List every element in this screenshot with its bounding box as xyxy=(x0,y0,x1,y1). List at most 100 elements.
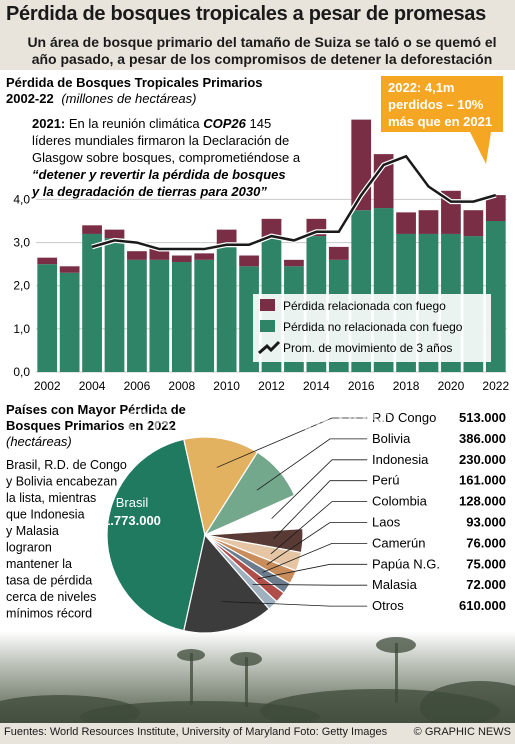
y-tick-label: 3,0 xyxy=(13,236,30,250)
bar-fire-2005 xyxy=(104,229,125,239)
bar-fire-2011 xyxy=(239,255,259,267)
pie-leader-line xyxy=(256,438,368,491)
bar-nonfire-2002 xyxy=(37,264,58,372)
legend-swatch-nonfire xyxy=(260,320,275,332)
callout-box xyxy=(381,76,503,164)
page-subtitle: Un área de bosque primario del tamaño de… xyxy=(22,34,502,68)
pie-legend-row-bg xyxy=(367,553,505,572)
pie-legend-label: Otros xyxy=(372,598,404,613)
annotation-text-1: En la reunión climática xyxy=(65,116,203,131)
pie-description-line: mínimos récord xyxy=(6,607,92,621)
x-tick-label: 2012 xyxy=(258,379,285,393)
bar-nonfire-2009 xyxy=(194,259,215,372)
annotation-event: COP26 xyxy=(203,116,246,131)
x-tick-label: 2022 xyxy=(482,379,509,393)
annotation-quote-2: y la degradación de tierras para 2030” xyxy=(31,184,267,199)
annotation-line-2: líderes mundiales firmaron la Declaració… xyxy=(32,133,289,148)
y-tick-label: 2,0 xyxy=(13,279,30,293)
legend-swatch-avg xyxy=(258,340,281,355)
bar-chart-unit: (millones de hectáreas) xyxy=(61,91,196,106)
pie-legend-label: Camerún xyxy=(372,535,425,550)
footer: Fuentes: World Resources Institute, Univ… xyxy=(4,726,511,738)
bar-fire-2013 xyxy=(284,259,304,267)
pie-leader-line xyxy=(252,583,368,586)
pie-legend-label: Indonesia xyxy=(372,452,429,467)
pie-legend-row-bg xyxy=(367,490,505,509)
annotation-quote-1: “detener y revertir la pérdida de bosque… xyxy=(32,167,286,182)
pie-leader-line xyxy=(271,459,368,519)
pie-legend-value: 76.000 xyxy=(466,535,506,550)
pie-value-brasil: 1.773.000 xyxy=(103,513,161,528)
bar-nonfire-2004 xyxy=(82,233,102,372)
bar-nonfire-2010 xyxy=(216,244,237,372)
forest-silhouette xyxy=(0,637,515,723)
pie-legend-row-bg xyxy=(367,407,505,425)
pie-legend-value: 230.000 xyxy=(459,452,506,467)
pie-legend-value: 72.000 xyxy=(466,577,506,592)
bar-fire-2015 xyxy=(328,246,349,260)
pie-legend-row-bg xyxy=(367,532,505,551)
bar-legend: Pérdida relacionada con fuego Pérdida no… xyxy=(253,294,491,362)
legend-swatch-fire xyxy=(260,299,275,311)
x-tick-label: 2018 xyxy=(393,379,420,393)
pie-unit: (hectáreas) xyxy=(6,434,72,449)
bar-fire-2002 xyxy=(37,257,58,265)
pie-legend-row-bg xyxy=(367,469,505,488)
x-tick-label: 2014 xyxy=(303,379,330,393)
pie-description-line: que Indonesia xyxy=(6,508,85,522)
bar-nonfire-2005 xyxy=(104,238,125,372)
footer-credit: © GRAPHIC NEWS xyxy=(413,726,511,738)
pie-slice-brasil xyxy=(106,438,206,632)
x-tick-label: 2008 xyxy=(168,379,195,393)
pie-leader-line xyxy=(262,542,368,573)
pie-legend-label: Malasia xyxy=(372,577,418,592)
cop26-annotation: 2021: En la reunión climática COP26 145 … xyxy=(31,116,301,199)
pie-description-line: y Bolivia encabezan xyxy=(6,475,117,489)
pie-description-line: tasa de pérdida xyxy=(6,574,92,588)
pie-legend-value: 386.000 xyxy=(459,431,506,446)
pie-description-line: la lista, mientras xyxy=(6,491,96,505)
pie-leader-line xyxy=(273,480,368,540)
callout-line-3: más que en 2021 xyxy=(388,114,492,129)
callout-line-1: 2022: 4,1m xyxy=(388,80,455,95)
pie-legend-label: Laos xyxy=(372,515,401,530)
bar-nonfire-2006 xyxy=(127,259,147,372)
y-tick-label: 4,0 xyxy=(13,192,30,206)
callout-2022: 2022: 4,1m perdidos – 10% más que en 202… xyxy=(381,76,503,164)
bar-nonfire-2008 xyxy=(171,261,192,372)
pie-title-line-1: Países con Mayor Pérdida de xyxy=(6,402,186,417)
country-loss-pie-chart: Países con Mayor Pérdida de Bosques Prim… xyxy=(0,395,515,723)
bar-fire-2009 xyxy=(194,253,215,260)
pie-slices xyxy=(106,436,304,634)
pie-description-line: Brasil, R.D. de Congo xyxy=(6,458,127,472)
pie-legend-row-bg xyxy=(367,448,505,467)
bar-fire-2022 xyxy=(485,195,506,221)
legend-label-avg: Prom. de movimiento de 3 años xyxy=(283,341,452,355)
annotation-line-1: 2021: En la reunión climática COP26 145 xyxy=(32,116,271,131)
bar-fire-2018 xyxy=(396,212,416,234)
pie-legend-label: Bolivia xyxy=(372,431,411,446)
page-title: Pérdida de bosques tropicales a pesar de… xyxy=(6,3,486,25)
annotation-text-2: 145 xyxy=(246,116,271,131)
bar-fire-2008 xyxy=(171,255,192,262)
y-axis-ticks: 0,0 1,0 2,0 3,0 4,0 xyxy=(13,192,30,379)
pie-legend-row-bg xyxy=(367,574,505,593)
pie-legend-label: R.D Congo xyxy=(372,410,436,425)
watermark: GRAPHIC NEWS xyxy=(125,403,391,441)
pie-legend-row-bg xyxy=(367,595,505,614)
legend-label-nonfire: Pérdida no relacionada con fuego xyxy=(283,320,463,334)
x-tick-label: 2016 xyxy=(348,379,375,393)
bar-fire-2006 xyxy=(127,251,147,260)
callout-line-2: perdidos – 10% xyxy=(388,97,484,112)
x-tick-label: 2002 xyxy=(34,379,61,393)
annotation-line-3: Glasgow sobre bosques, comprometiéndose … xyxy=(32,150,301,165)
x-tick-label: 2006 xyxy=(124,379,151,393)
x-tick-label: 2004 xyxy=(79,379,106,393)
x-axis-ticks: 2002 2004 2006 2008 2010 2012 2014 2016 2018 2020… xyxy=(34,379,510,393)
pie-legend: R.D Congo 513.000 Bolivia 386.000 Indonesia 2… xyxy=(367,407,506,614)
pie-leader-line xyxy=(216,417,368,468)
moving-average xyxy=(91,153,497,252)
bar-fire-2004 xyxy=(82,225,102,234)
bar-chart-period: 2002-22 xyxy=(6,91,54,106)
pie-legend-value: 161.000 xyxy=(459,473,506,488)
